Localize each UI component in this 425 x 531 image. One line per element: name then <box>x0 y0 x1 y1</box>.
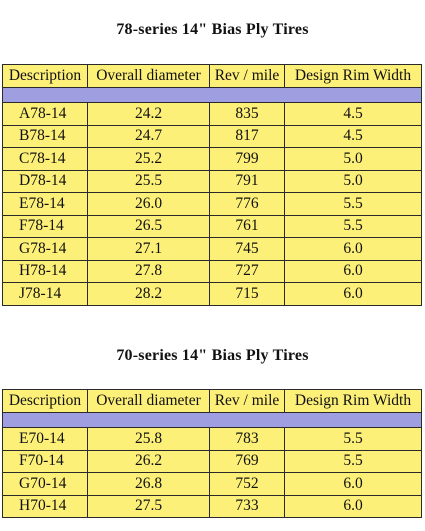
tire-table-70-series: Description Overall diameter Rev / mile … <box>2 389 422 518</box>
table2-title: 70-series 14" Bias Ply Tires <box>116 347 309 364</box>
cell-overall-diameter: 27.1 <box>87 237 210 261</box>
header-rev-per-mile: Rev / mile <box>209 389 285 413</box>
cell-rev-per-mile: 769 <box>209 449 285 473</box>
cell-description: F70-14 <box>2 449 88 473</box>
cell-description: H70-14 <box>2 494 88 518</box>
band-cell <box>2 87 422 103</box>
table-row: E78-14 26.0 776 5.5 <box>2 192 422 216</box>
cell-design-rim-width: 5.5 <box>284 449 422 473</box>
cell-design-rim-width: 5.5 <box>284 214 422 238</box>
cell-description: D78-14 <box>2 169 88 193</box>
cell-design-rim-width: 4.5 <box>284 124 422 148</box>
header-band <box>2 87 422 103</box>
band-cell <box>2 412 422 428</box>
cell-overall-diameter: 26.5 <box>87 214 210 238</box>
cell-overall-diameter: 26.0 <box>87 192 210 216</box>
cell-rev-per-mile: 733 <box>209 494 285 518</box>
cell-overall-diameter: 24.7 <box>87 124 210 148</box>
cell-rev-per-mile: 835 <box>209 102 285 126</box>
header-row: Description Overall diameter Rev / mile … <box>2 64 422 88</box>
table-row: G70-14 26.8 752 6.0 <box>2 472 422 496</box>
table-row: F70-14 26.2 769 5.5 <box>2 449 422 473</box>
cell-overall-diameter: 26.8 <box>87 472 210 496</box>
cell-description: G70-14 <box>2 472 88 496</box>
tire-table-78-series: Description Overall diameter Rev / mile … <box>2 64 422 306</box>
cell-description: H78-14 <box>2 259 88 283</box>
cell-overall-diameter: 25.8 <box>87 427 210 451</box>
cell-design-rim-width: 6.0 <box>284 259 422 283</box>
cell-design-rim-width: 5.5 <box>284 192 422 216</box>
cell-design-rim-width: 6.0 <box>284 494 422 518</box>
cell-description: G78-14 <box>2 237 88 261</box>
table-row: A78-14 24.2 835 4.5 <box>2 102 422 126</box>
header-row: Description Overall diameter Rev / mile … <box>2 389 422 413</box>
cell-design-rim-width: 4.5 <box>284 102 422 126</box>
cell-overall-diameter: 27.8 <box>87 259 210 283</box>
table-row: G78-14 27.1 745 6.0 <box>2 237 422 261</box>
cell-rev-per-mile: 791 <box>209 169 285 193</box>
cell-overall-diameter: 25.5 <box>87 169 210 193</box>
cell-description: E70-14 <box>2 427 88 451</box>
cell-rev-per-mile: 745 <box>209 237 285 261</box>
cell-description: E78-14 <box>2 192 88 216</box>
cell-rev-per-mile: 776 <box>209 192 285 216</box>
cell-rev-per-mile: 783 <box>209 427 285 451</box>
table1-title: 78-series 14" Bias Ply Tires <box>116 21 309 38</box>
cell-overall-diameter: 24.2 <box>87 102 210 126</box>
cell-rev-per-mile: 752 <box>209 472 285 496</box>
cell-description: C78-14 <box>2 147 88 171</box>
cell-overall-diameter: 25.2 <box>87 147 210 171</box>
cell-design-rim-width: 6.0 <box>284 237 422 261</box>
header-band <box>2 412 422 428</box>
table-row: B78-14 24.7 817 4.5 <box>2 124 422 148</box>
cell-overall-diameter: 26.2 <box>87 449 210 473</box>
header-design-rim-width: Design Rim Width <box>284 64 422 88</box>
header-description: Description <box>2 64 88 88</box>
header-description: Description <box>2 389 88 413</box>
cell-rev-per-mile: 817 <box>209 124 285 148</box>
header-overall-diameter: Overall diameter <box>87 389 210 413</box>
cell-overall-diameter: 27.5 <box>87 494 210 518</box>
table-row: E70-14 25.8 783 5.5 <box>2 427 422 451</box>
cell-rev-per-mile: 761 <box>209 214 285 238</box>
cell-design-rim-width: 5.0 <box>284 169 422 193</box>
table-row: H78-14 27.8 727 6.0 <box>2 259 422 283</box>
cell-rev-per-mile: 727 <box>209 259 285 283</box>
table-row: F78-14 26.5 761 5.5 <box>2 214 422 238</box>
cell-design-rim-width: 6.0 <box>284 282 422 306</box>
cell-rev-per-mile: 715 <box>209 282 285 306</box>
cell-rev-per-mile: 799 <box>209 147 285 171</box>
header-design-rim-width: Design Rim Width <box>284 389 422 413</box>
table-row: C78-14 25.2 799 5.0 <box>2 147 422 171</box>
table-row: J78-14 28.2 715 6.0 <box>2 282 422 306</box>
header-rev-per-mile: Rev / mile <box>209 64 285 88</box>
cell-description: F78-14 <box>2 214 88 238</box>
cell-design-rim-width: 6.0 <box>284 472 422 496</box>
cell-design-rim-width: 5.0 <box>284 147 422 171</box>
cell-description: A78-14 <box>2 102 88 126</box>
cell-overall-diameter: 28.2 <box>87 282 210 306</box>
cell-description: J78-14 <box>2 282 88 306</box>
table-row: H70-14 27.5 733 6.0 <box>2 494 422 518</box>
table-row: D78-14 25.5 791 5.0 <box>2 169 422 193</box>
header-overall-diameter: Overall diameter <box>87 64 210 88</box>
cell-description: B78-14 <box>2 124 88 148</box>
cell-design-rim-width: 5.5 <box>284 427 422 451</box>
